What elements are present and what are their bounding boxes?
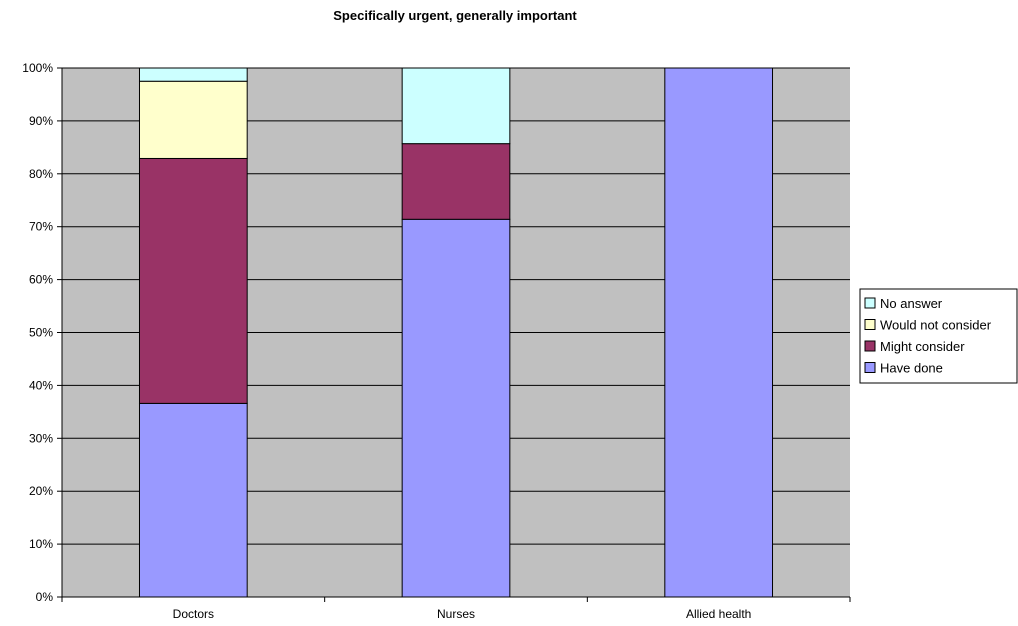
legend-label: Have done xyxy=(880,361,943,376)
y-tick-label: 20% xyxy=(29,484,53,498)
bar-segment-have-done xyxy=(401,218,511,598)
x-tick-label: Nurses xyxy=(437,607,475,621)
y-tick-label: 50% xyxy=(29,326,53,340)
bar-segment-might-consider xyxy=(138,157,248,404)
y-tick-label: 90% xyxy=(29,114,53,128)
x-tick-label: Allied health xyxy=(686,607,751,621)
legend-swatch xyxy=(864,297,876,309)
bar-segment-might-consider xyxy=(401,143,511,220)
legend-swatch xyxy=(864,362,876,373)
bar-segment-no-answer xyxy=(401,67,511,145)
y-tick-label: 60% xyxy=(29,273,53,287)
legend: No answer Would not consider Might conside… xyxy=(859,288,1018,384)
chart-title: Specifically urgent, generally important xyxy=(333,8,577,23)
y-tick-label: 0% xyxy=(36,590,54,604)
y-tick-label: 100% xyxy=(22,61,53,75)
legend-label: Would not consider xyxy=(880,318,992,333)
y-tick-label: 70% xyxy=(29,220,53,234)
bar-segment-no-answer xyxy=(138,67,248,82)
y-tick-label: 40% xyxy=(29,378,53,392)
y-tick-label: 30% xyxy=(29,431,53,445)
legend-label: Might consider xyxy=(880,339,965,354)
bar-segment-have-done xyxy=(138,402,248,598)
y-tick-label: 10% xyxy=(29,537,53,551)
bars xyxy=(138,67,774,598)
bar-segment-would-not-consider xyxy=(138,80,248,159)
y-tick-label: 80% xyxy=(29,167,53,181)
x-tick-label: Doctors xyxy=(173,607,214,621)
axes: 0% 10% 20% 30% 40% 50% 60% 70% 80% 90% 100% Doctors… xyxy=(22,61,851,621)
legend-swatch xyxy=(864,319,876,330)
legend-label: No answer xyxy=(880,296,943,311)
legend-box xyxy=(859,288,1018,384)
bar-segment-have-done xyxy=(664,67,774,598)
legend-swatch xyxy=(864,340,876,352)
